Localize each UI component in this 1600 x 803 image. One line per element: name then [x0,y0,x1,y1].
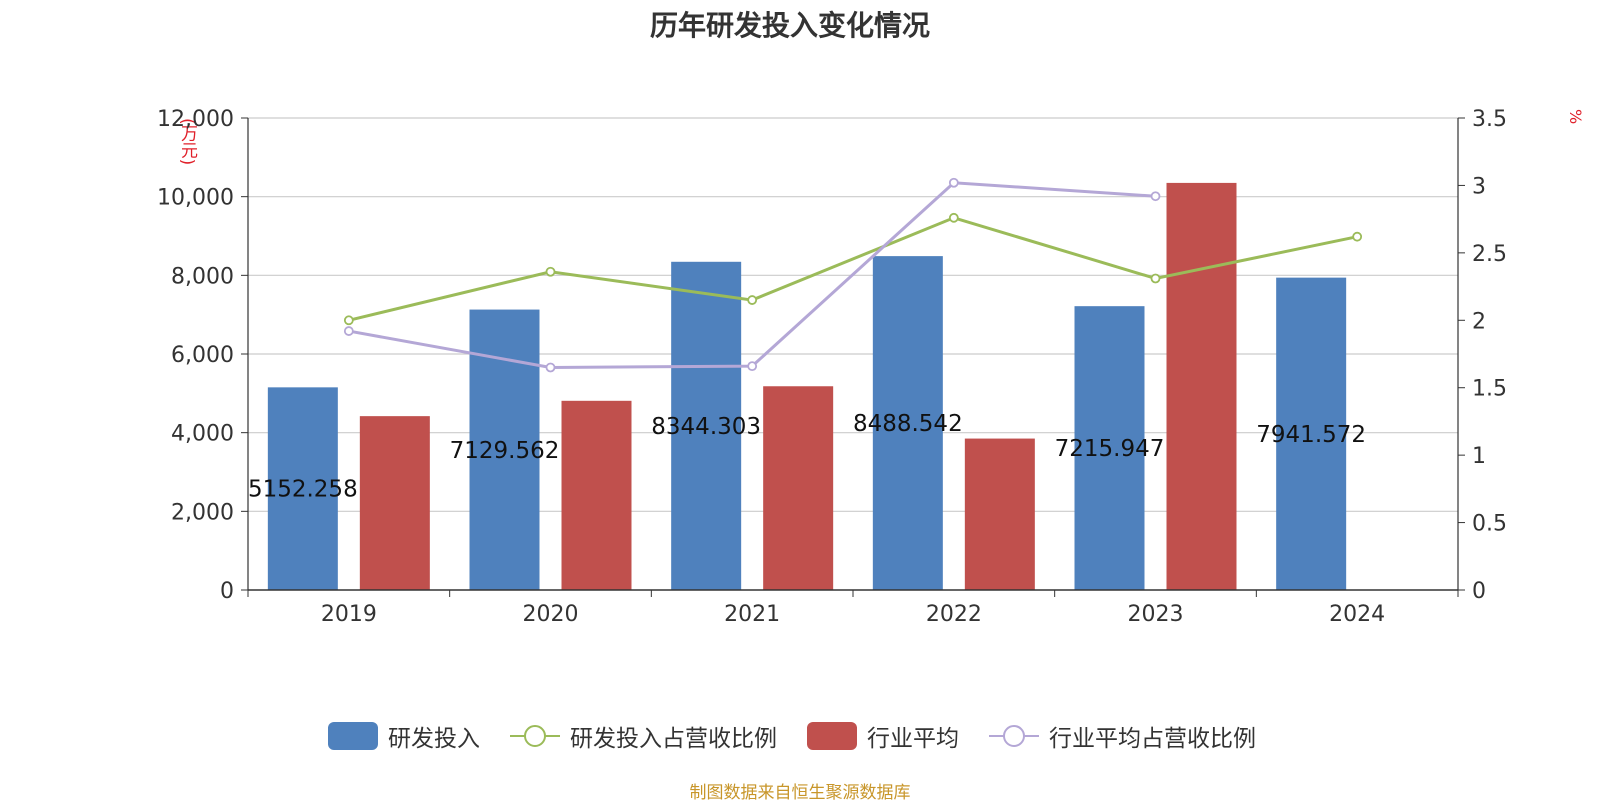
left-axis-tick-label: 8,000 [171,264,234,289]
series-point-rd-ratio [1150,273,1161,284]
axis-layer: 0 2,000 4,000 6,000 8,000 10,000 12,000 0 0.5 1 1.… [157,107,1507,627]
right-axis-tick-label: 0 [1472,579,1486,604]
data-label-layer: 5152.258 7129.562 8344.303 8488.542 7215.947… [248,411,1366,503]
series-point-rd-ratio [747,295,758,305]
legend-item-rd-ratio[interactable]: 研发投入占营收比例 [510,719,777,753]
left-axis-tick-label: 12,000 [157,107,234,132]
line-layer [343,177,1363,373]
series-point-rd-ratio [1352,231,1363,242]
bar-industry-average [561,400,632,590]
x-axis-tick-label: 2024 [1329,602,1385,627]
bar-data-label: 8488.542 [853,411,963,437]
x-axis-tick-label: 2022 [926,602,982,627]
legend-label-rd-investment: 研发投入 [388,726,480,752]
left-axis-tick-label: 2,000 [171,500,234,525]
bar-rd-investment [1074,306,1145,590]
left-axis-tick-label: 6,000 [171,343,234,368]
bar-rd-investment [267,387,338,590]
x-axis-tick-label: 2020 [523,602,579,627]
x-axis-tick-label: 2019 [321,602,377,627]
bar-data-label: 7129.562 [450,438,560,464]
bar-rd-investment [872,256,943,590]
legend-swatch-industry-average [807,722,857,750]
data-source-note: 制图数据来自恒生聚源数据库 [689,783,911,803]
bar-industry-average [1166,182,1237,590]
bar-rd-investment [1276,277,1347,590]
right-axis-tick-label: 2 [1472,309,1486,334]
series-line-rd-ratio [348,216,1358,322]
series-point-rd-ratio [545,266,556,277]
bar-rd-investment [671,261,742,590]
bar-data-label: 7215.947 [1055,436,1165,462]
right-axis-tick-label: 0.5 [1472,512,1507,537]
legend-label-industry-average: 行业平均 [867,726,959,752]
series-point-rd-ratio [948,212,959,223]
legend-swatch-industry-ratio [989,725,1039,747]
legend-label-rd-ratio: 研发投入占营收比例 [570,726,777,752]
right-axis-tick-label: 1.5 [1472,377,1507,402]
legend-item-industry-ratio[interactable]: 行业平均占营收比例 [989,719,1256,753]
legend-swatch-rd-ratio [510,725,560,747]
left-axis-tick-label: 0 [220,579,234,604]
series-point-industry-ratio [545,362,556,373]
right-axis-tick-label: 1 [1472,444,1486,469]
bar-data-label: 7941.572 [1256,422,1366,448]
legend-swatch-rd-investment [328,722,378,750]
bar-layer [267,182,1347,590]
right-axis-tick-label: 3.5 [1472,107,1507,132]
bar-industry-average [763,386,834,590]
bar-data-label: 8344.303 [651,414,761,440]
chart-title: 历年研发投入变化情况 [649,9,930,42]
x-axis-tick-label: 2023 [1128,602,1184,627]
bar-industry-average [964,438,1035,590]
series-point-industry-ratio [343,326,354,336]
series-point-industry-ratio [948,177,959,188]
bar-industry-average [359,416,430,590]
grid-layer [248,117,1458,512]
bar-data-label: 5152.258 [248,477,358,503]
x-axis-tick-label: 2021 [724,602,780,627]
legend-label-industry-ratio: 行业平均占营收比例 [1049,726,1256,752]
right-axis-tick-label: 3 [1472,174,1486,199]
left-axis-unit: (万元) [177,118,197,166]
left-axis-tick-label: 4,000 [171,422,234,447]
series-point-rd-ratio [343,315,354,326]
series-point-industry-ratio [747,361,758,372]
legend-item-rd-investment[interactable]: 研发投入 [328,719,480,753]
left-axis-tick-label: 10,000 [157,186,234,211]
legend-item-industry-average[interactable]: 行业平均 [807,719,959,753]
legend: 研发投入 研发投入占营收比例 行业平均 行业平均占营收比例 [0,718,1600,754]
right-axis-tick-label: 2.5 [1472,242,1507,267]
series-point-industry-ratio [1150,191,1161,202]
